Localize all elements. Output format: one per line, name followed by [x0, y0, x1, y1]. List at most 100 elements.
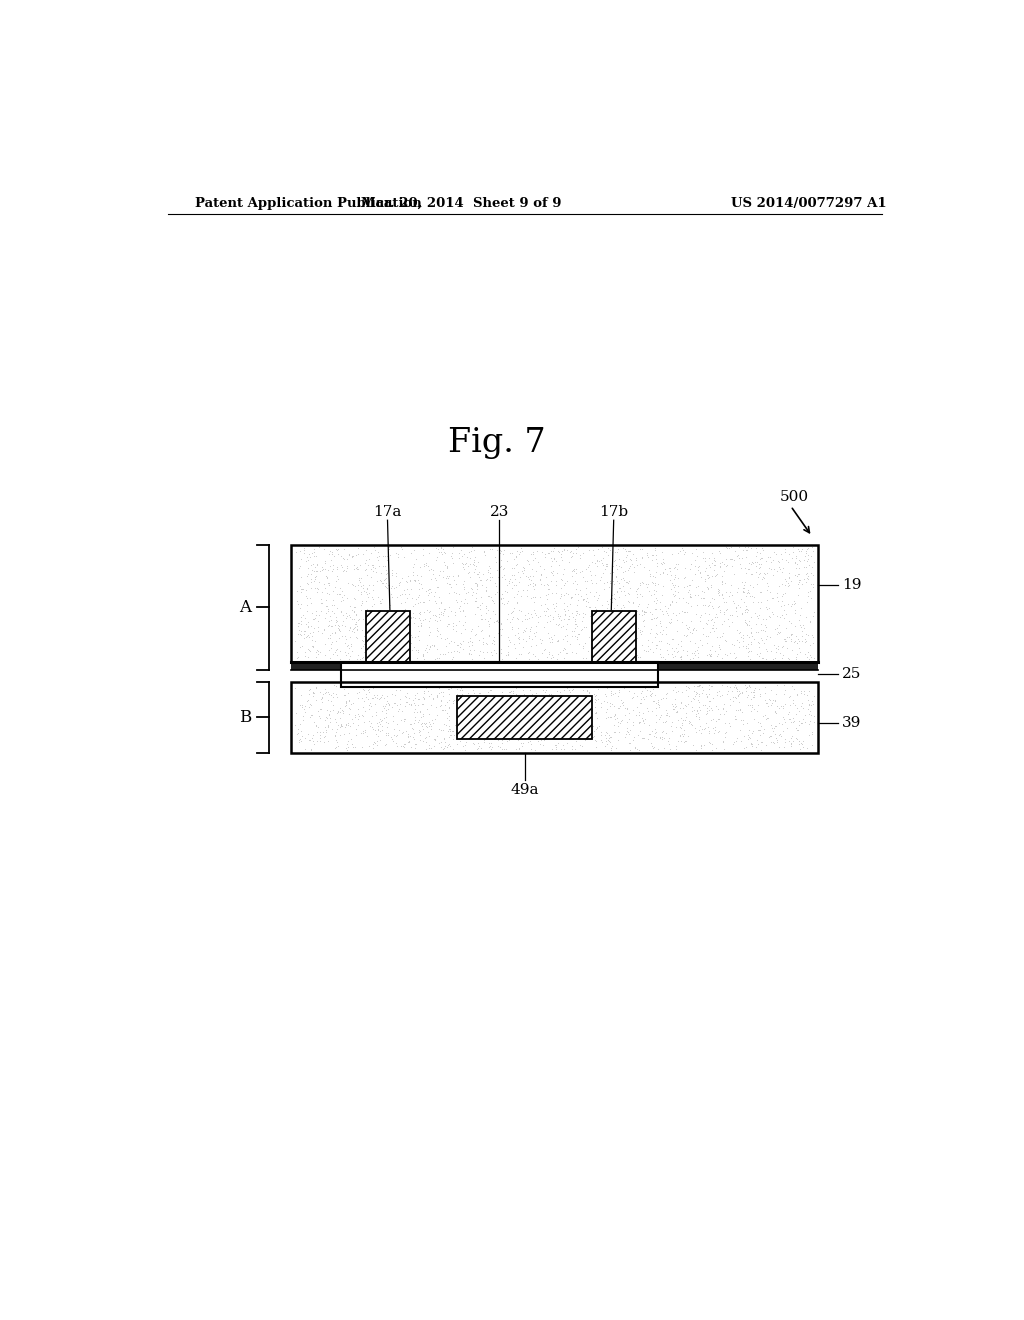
Point [664, 693, 680, 714]
Point [502, 543, 518, 564]
Point [804, 537, 820, 558]
Point [419, 642, 435, 663]
Point [629, 601, 645, 622]
Point [372, 590, 388, 611]
Point [467, 697, 483, 718]
Point [412, 700, 428, 721]
Point [506, 565, 522, 586]
Point [584, 689, 600, 710]
Point [354, 737, 371, 758]
Point [618, 544, 635, 565]
Point [317, 595, 334, 616]
Point [340, 714, 356, 735]
Point [734, 602, 751, 623]
Point [440, 568, 457, 589]
Point [562, 546, 579, 568]
Point [329, 540, 345, 561]
Point [498, 644, 514, 665]
Point [600, 729, 616, 750]
Point [643, 631, 659, 652]
Point [381, 631, 397, 652]
Point [391, 688, 408, 709]
Point [633, 692, 649, 713]
Point [763, 714, 779, 735]
Point [539, 685, 555, 706]
Point [456, 715, 472, 737]
Point [673, 645, 689, 667]
Point [484, 704, 501, 725]
Point [582, 694, 598, 715]
Point [338, 644, 354, 665]
Point [423, 715, 439, 737]
Point [756, 632, 772, 653]
Point [739, 540, 756, 561]
Point [755, 609, 771, 630]
Point [670, 709, 686, 730]
Point [588, 718, 604, 739]
Point [302, 546, 318, 568]
Point [758, 639, 774, 660]
Point [707, 717, 723, 738]
Point [700, 721, 717, 742]
Point [753, 614, 769, 635]
Point [397, 734, 414, 755]
Point [622, 619, 638, 640]
Point [649, 675, 666, 696]
Point [364, 586, 380, 607]
Point [370, 609, 386, 630]
Point [731, 548, 748, 569]
Point [705, 709, 721, 730]
Point [325, 554, 341, 576]
Point [593, 619, 609, 640]
Point [647, 711, 664, 733]
Point [606, 609, 623, 630]
Point [328, 737, 344, 758]
Point [504, 578, 520, 599]
Point [711, 709, 727, 730]
Point [518, 609, 535, 630]
Point [300, 557, 316, 578]
Point [644, 603, 660, 624]
Point [413, 706, 429, 727]
Point [332, 708, 348, 729]
Point [647, 697, 664, 718]
Point [300, 564, 316, 585]
Point [296, 627, 312, 648]
Point [329, 718, 345, 739]
Point [579, 587, 595, 609]
Point [294, 635, 310, 656]
Point [416, 645, 432, 667]
Point [308, 730, 325, 751]
Point [607, 704, 624, 725]
Point [500, 731, 516, 752]
Point [495, 675, 511, 696]
Point [519, 602, 536, 623]
Point [440, 698, 457, 719]
Point [515, 562, 531, 583]
Point [592, 697, 608, 718]
Point [516, 684, 532, 705]
Point [391, 620, 408, 642]
Point [574, 566, 591, 587]
Point [797, 704, 813, 725]
Point [709, 627, 725, 648]
Point [677, 557, 693, 578]
Point [468, 590, 484, 611]
Point [755, 705, 771, 726]
Point [406, 676, 422, 697]
Point [804, 723, 820, 744]
Point [439, 627, 456, 648]
Point [632, 693, 648, 714]
Point [648, 598, 665, 619]
Point [359, 611, 376, 632]
Point [546, 549, 562, 570]
Point [727, 705, 743, 726]
Point [739, 725, 756, 746]
Point [783, 624, 800, 645]
Point [402, 607, 419, 628]
Point [339, 557, 355, 578]
Point [343, 634, 359, 655]
Point [359, 630, 376, 651]
Point [506, 693, 522, 714]
Point [632, 711, 648, 733]
